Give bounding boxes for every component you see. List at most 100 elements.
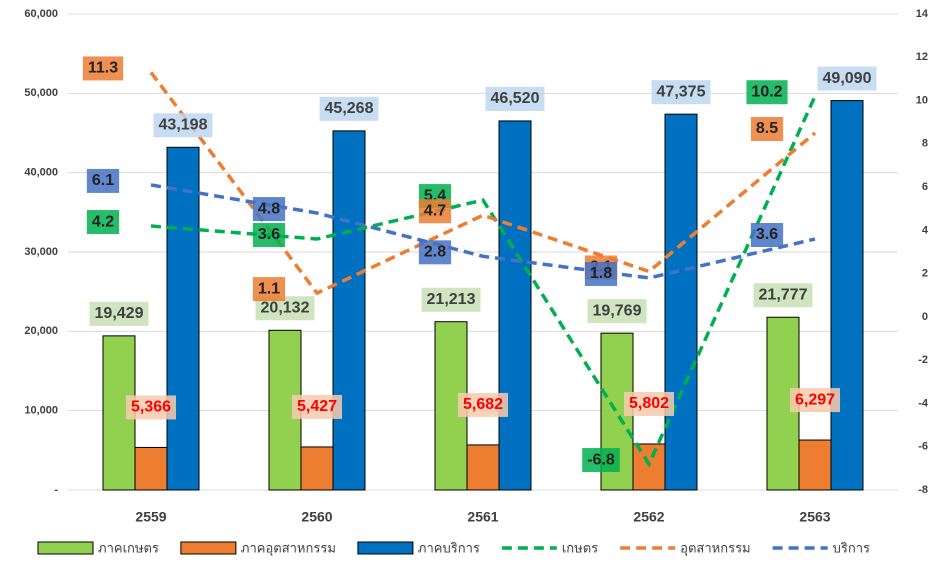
label-box [746,80,788,105]
label-box [252,277,286,302]
value-label: 21,777 [759,286,808,303]
value-label: 3.6 [756,226,778,243]
value-label: 1.8 [590,265,612,282]
label-box [753,283,813,308]
y-tick-label: 20,000 [24,325,58,337]
label-box [291,394,343,419]
x-tick-label: 2559 [135,509,166,525]
value-label: 5,802 [629,395,669,412]
bar [134,446,168,491]
x-tick-label: 2561 [467,509,498,525]
label-box [252,223,286,248]
value-label: 45,268 [325,100,374,117]
label-box [623,391,675,416]
bar [300,446,334,491]
label-box [457,392,509,417]
legend-swatch [357,541,414,555]
bar [798,439,832,491]
bar [166,146,200,491]
label-box [584,261,618,286]
value-label: 10.2 [751,83,782,100]
label-box [252,197,286,222]
bar [830,100,864,491]
label-box [86,168,120,193]
value-label: 47,375 [657,83,706,100]
legend-label: ภาคอุตสาหกรรม [241,540,336,556]
y-tick-label: 50,000 [24,87,58,99]
legend-label: ภาคบริการ [418,540,480,555]
bar [332,130,366,491]
y2-tick-label: -6 [918,441,928,453]
label-box [86,210,120,235]
value-label: 5,427 [297,398,337,415]
legend-label: อุตสาหกรรม [680,540,750,556]
label-box [82,56,124,81]
value-label: 1.1 [258,280,280,297]
value-label: 43,198 [159,117,208,134]
bar [498,120,532,491]
value-label: 3.6 [258,226,280,243]
legend-label: บริการ [833,540,870,555]
legend-label: ภาคเกษตร [98,540,159,555]
legend-swatch [180,541,237,555]
value-label: 11.3 [88,60,118,77]
label-box [750,223,784,248]
y-tick-label: 10,000 [24,405,58,417]
label-box [817,66,877,91]
bar [466,444,500,491]
value-label: 49,090 [823,70,872,87]
x-tick-label: 2560 [301,509,332,525]
label-box [421,287,481,312]
bar [664,113,698,491]
y2-tick-label: 0 [922,311,928,323]
value-label: 4.7 [424,202,446,219]
y2-tick-label: 12 [916,51,928,63]
label-box [153,113,213,138]
value-label: 8.5 [756,120,778,137]
value-label: -6.8 [587,451,615,468]
x-tick-label: 2563 [799,509,830,525]
label-box [418,199,452,224]
value-label: 4.8 [258,200,280,217]
y2-tick-label: 10 [916,94,928,106]
label-box [750,117,784,141]
label-box [485,86,545,111]
y2-tick-label: -4 [918,397,929,409]
value-label: 6.1 [92,172,114,189]
y2-tick-label: 2 [922,268,928,280]
value-label: 5,366 [131,399,171,416]
value-label: 6,297 [795,391,835,408]
y2-tick-label: 14 [916,8,929,20]
y2-tick-label: -8 [918,484,928,496]
label-box [582,448,620,473]
value-label: 20,132 [261,300,310,317]
value-label: 19,429 [95,305,144,322]
value-label: 19,769 [593,302,642,319]
value-label: 4.2 [92,213,114,230]
y2-tick-label: 6 [922,181,928,193]
x-tick-label: 2562 [633,509,664,525]
value-label: 21,213 [427,291,476,308]
label-box [89,301,149,326]
label-box [587,299,647,324]
y2-tick-label: 4 [922,224,929,236]
y2-tick-label: -2 [918,354,928,366]
y-tick-label: 40,000 [24,167,58,179]
y-tick-label: 60,000 [24,8,58,20]
legend-swatch [37,541,94,555]
label-box [319,96,379,121]
label-box [651,80,711,105]
y2-tick-label: 8 [922,138,928,150]
line [150,95,817,468]
y-tick-label: - [54,484,58,496]
y-tick-label: 30,000 [24,246,58,258]
value-label: 2.8 [424,244,446,261]
line [149,71,817,296]
value-label: 46,520 [491,90,540,107]
label-box [125,395,177,420]
label-box [789,388,841,413]
label-box [418,240,452,265]
value-label: 5,682 [463,396,503,413]
legend-label: เกษตร [562,540,598,555]
